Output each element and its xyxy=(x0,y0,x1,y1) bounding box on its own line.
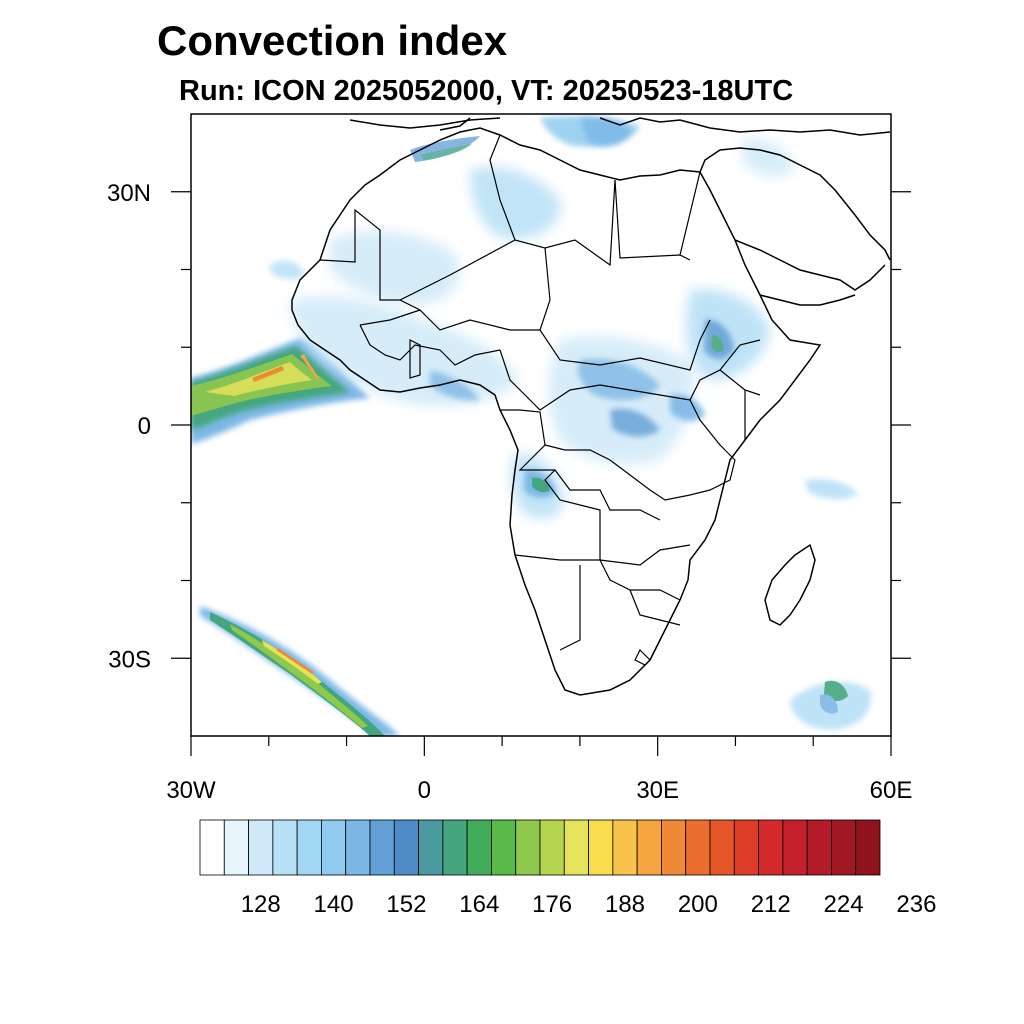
colorbar-swatch xyxy=(758,819,784,876)
figure-title: Convection index xyxy=(157,17,508,64)
colorbar-label: 152 xyxy=(386,891,426,918)
x-tick-label: 0 xyxy=(418,777,431,804)
colorbar-swatch xyxy=(612,819,638,876)
colorbar-swatch xyxy=(588,819,614,876)
field-south-atlantic-band xyxy=(200,606,400,736)
colorbar-label: 164 xyxy=(459,891,499,918)
colorbar-swatch xyxy=(442,819,468,876)
colorbar-swatch xyxy=(248,819,274,876)
colorbar-label: 212 xyxy=(751,891,791,918)
colorbar-swatch xyxy=(466,819,492,876)
colorbar-swatch xyxy=(369,819,395,876)
colorbar-swatch xyxy=(321,819,347,876)
colorbar-labels: 128 140 152 164 176 188 200 212 224 236 xyxy=(241,891,937,918)
colorbar-label: 224 xyxy=(824,891,864,918)
map-plot-area xyxy=(191,114,891,736)
colorbar-swatch xyxy=(661,819,687,876)
colorbar-swatch xyxy=(393,819,419,876)
colorbar xyxy=(199,819,881,876)
x-tick-label: 30E xyxy=(636,777,679,804)
colorbar-swatch xyxy=(855,819,881,876)
coastlines xyxy=(291,117,891,696)
country-borders xyxy=(319,134,761,666)
x-tick-label: 60E xyxy=(870,777,913,804)
field-tropical-atlantic-band xyxy=(191,338,370,444)
colorbar-swatch xyxy=(223,819,249,876)
field-madagascar-southeast xyxy=(790,478,871,730)
colorbar-label: 236 xyxy=(896,891,936,918)
colorbar-label: 128 xyxy=(241,891,281,918)
colorbar-label: 200 xyxy=(678,891,718,918)
y-tick-label: 30N xyxy=(107,180,151,207)
colorbar-label: 140 xyxy=(314,891,354,918)
figure-subtitle: Run: ICON 2025052000, VT: 20250523-18UTC xyxy=(179,75,793,107)
colorbar-swatch xyxy=(272,819,298,876)
map-axis-labels: 30W 0 30E 60E 30N 0 30S xyxy=(107,180,912,804)
colorbar-swatch xyxy=(831,819,857,876)
x-tick-label: 30W xyxy=(166,777,216,804)
colorbar-swatch xyxy=(563,819,589,876)
colorbar-swatch xyxy=(733,819,759,876)
colorbar-swatch xyxy=(806,819,832,876)
colorbar-swatch xyxy=(418,819,444,876)
colorbar-label: 188 xyxy=(605,891,645,918)
colorbar-swatch xyxy=(685,819,711,876)
map-axis-ticks xyxy=(171,191,911,756)
y-tick-label: 30S xyxy=(108,646,151,673)
field-ethiopian-highlands xyxy=(670,289,770,422)
y-tick-label: 0 xyxy=(138,413,151,440)
colorbar-swatch xyxy=(636,819,662,876)
colorbar-swatch xyxy=(491,819,517,876)
colorbar-swatch xyxy=(515,819,541,876)
colorbar-swatch xyxy=(199,819,225,876)
colorbar-swatch xyxy=(296,819,322,876)
colorbar-swatch xyxy=(345,819,371,876)
colorbar-swatch xyxy=(709,819,735,876)
colorbar-label: 176 xyxy=(532,891,572,918)
field-angola xyxy=(524,469,556,498)
colorbar-swatch xyxy=(539,819,565,876)
colorbar-swatch xyxy=(782,819,808,876)
